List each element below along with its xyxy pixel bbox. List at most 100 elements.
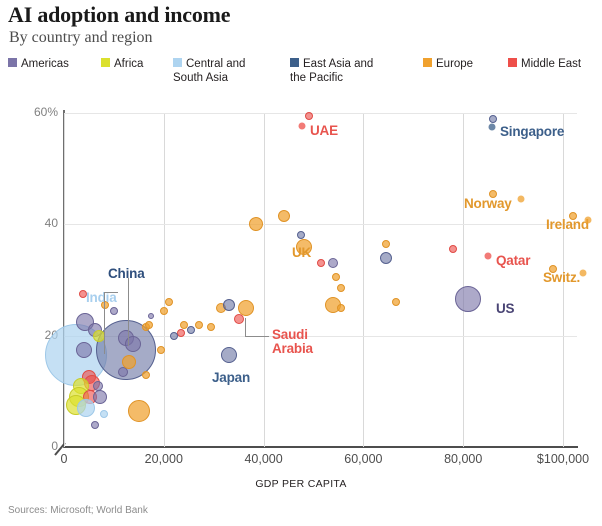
data-point-bubble[interactable]	[222, 299, 235, 312]
data-point-bubble[interactable]	[316, 259, 325, 268]
x-tick-label: 40,000	[244, 452, 283, 466]
data-point-bubble[interactable]	[336, 284, 345, 293]
data-point-bubble[interactable]	[207, 323, 216, 332]
gridline-horizontal	[64, 113, 577, 114]
data-point-bubble[interactable]	[549, 264, 558, 273]
data-point-bubble[interactable]	[295, 238, 312, 255]
label-marker-dot-switz[interactable]	[579, 269, 587, 277]
legend-item-americas[interactable]: Americas	[8, 58, 69, 72]
legend-label: Americas	[21, 58, 69, 70]
legend-item-east-asia-and-the-pacific[interactable]: East Asia and the Pacific	[290, 58, 373, 85]
saudi-leader-horiz	[245, 336, 269, 337]
data-point-bubble[interactable]	[187, 326, 196, 335]
data-point-bubble[interactable]	[449, 245, 458, 254]
y-axis-title: SHARE OF POPULATION USING AI	[0, 77, 2, 255]
label-marker-dot-ireland[interactable]	[584, 216, 592, 224]
saudi-leader-vert	[245, 318, 246, 336]
x-tick-label: $100,000	[536, 452, 590, 466]
gridline-horizontal	[64, 335, 577, 337]
gridline-horizontal	[64, 224, 577, 226]
legend-swatch-icon	[8, 58, 17, 67]
data-point-bubble[interactable]	[148, 313, 155, 320]
data-point-bubble[interactable]	[379, 251, 392, 264]
data-point-bubble[interactable]	[142, 370, 151, 379]
legend: Americas Africa Central and South Asia East…	[8, 58, 598, 98]
data-point-bubble[interactable]	[78, 289, 87, 298]
label-marker-dot-qatar[interactable]	[484, 252, 492, 260]
data-point-bubble[interactable]	[489, 189, 498, 198]
data-point-bubble[interactable]	[99, 409, 108, 418]
data-point-bubble[interactable]	[159, 306, 168, 315]
legend-label: East Asia and the Pacific	[290, 58, 374, 84]
page-title: AI adoption and income	[8, 2, 231, 27]
y-tick-label: 60%	[33, 105, 58, 119]
data-point-bubble[interactable]	[92, 389, 107, 404]
data-point-bubble[interactable]	[179, 320, 188, 329]
x-tick-label: 60,000	[344, 452, 383, 466]
gridline-vertical	[363, 113, 365, 447]
data-point-bubble[interactable]	[220, 347, 237, 364]
data-point-bubble[interactable]	[194, 320, 203, 329]
legend-item-middle-east[interactable]: Middle East	[508, 58, 581, 72]
annotation-label-qatar: Qatar	[496, 253, 531, 268]
data-point-bubble[interactable]	[144, 320, 153, 329]
data-point-bubble[interactable]	[157, 345, 166, 354]
data-point-bubble[interactable]	[117, 366, 128, 377]
x-tick-label: 0	[60, 452, 68, 466]
legend-swatch-icon	[508, 58, 517, 67]
data-point-bubble[interactable]	[109, 306, 118, 315]
label-marker-dot-norway[interactable]	[517, 195, 525, 203]
label-marker-dot-uae[interactable]	[298, 122, 306, 130]
india-leader-horiz	[104, 292, 118, 293]
data-point-bubble[interactable]	[489, 114, 498, 123]
legend-item-europe[interactable]: Europe	[423, 58, 473, 72]
data-point-bubble[interactable]	[238, 299, 255, 316]
y-tick-label: 40	[44, 216, 58, 231]
data-point-bubble[interactable]	[169, 331, 178, 340]
x-axis-title: GDP PER CAPITA	[255, 478, 347, 490]
x-tick-label: 80,000	[444, 452, 483, 466]
annotation-label-china: China	[108, 266, 145, 281]
data-point-bubble[interactable]	[336, 303, 345, 312]
data-point-bubble[interactable]	[381, 239, 390, 248]
annotation-label-uae: UAE	[310, 123, 338, 138]
gridline-vertical	[463, 113, 465, 447]
legend-swatch-icon	[101, 58, 110, 67]
data-point-bubble[interactable]	[568, 211, 577, 220]
data-point-bubble[interactable]	[75, 341, 92, 358]
legend-swatch-icon	[423, 58, 432, 67]
axis-break-icon	[54, 442, 66, 456]
data-point-bubble[interactable]	[391, 298, 400, 307]
x-tick-label: 20,000	[144, 452, 183, 466]
data-point-bubble[interactable]	[304, 111, 313, 120]
data-point-bubble[interactable]	[328, 258, 339, 269]
data-point-bubble[interactable]	[90, 420, 99, 429]
data-point-bubble[interactable]	[249, 217, 264, 232]
data-point-bubble[interactable]	[164, 298, 173, 307]
legend-label: Africa	[114, 58, 144, 70]
data-point-bubble[interactable]	[76, 399, 95, 418]
legend-swatch-icon	[173, 58, 182, 67]
annotation-label-saudi-arabia: Saudi Arabia	[272, 327, 313, 356]
plot-area	[45, 111, 577, 447]
gridline-vertical	[163, 113, 165, 447]
data-point-bubble[interactable]	[331, 273, 340, 282]
india-leader-vert	[104, 292, 105, 354]
data-point-bubble[interactable]	[297, 231, 306, 240]
data-point-bubble[interactable]	[177, 328, 186, 337]
data-point-bubble[interactable]	[127, 399, 150, 422]
label-marker-dot-singapore[interactable]	[488, 123, 496, 131]
y-axis-tick-labels: 60% 40 20 0	[0, 0, 58, 526]
annotation-label-ireland: Ireland	[546, 217, 589, 232]
data-point-bubble[interactable]	[455, 286, 482, 313]
data-point-bubble[interactable]	[233, 313, 244, 324]
china-leader	[128, 278, 129, 346]
data-point-bubble[interactable]	[121, 355, 136, 370]
legend-item-africa[interactable]: Africa	[101, 58, 143, 72]
x-axis-line	[64, 446, 578, 448]
data-point-bubble[interactable]	[277, 209, 290, 222]
gridline-vertical	[263, 113, 265, 447]
source-note: Sources: Microsoft; World Bank	[8, 505, 148, 516]
legend-item-central-and-south-asia[interactable]: Central and South Asia	[173, 58, 245, 85]
